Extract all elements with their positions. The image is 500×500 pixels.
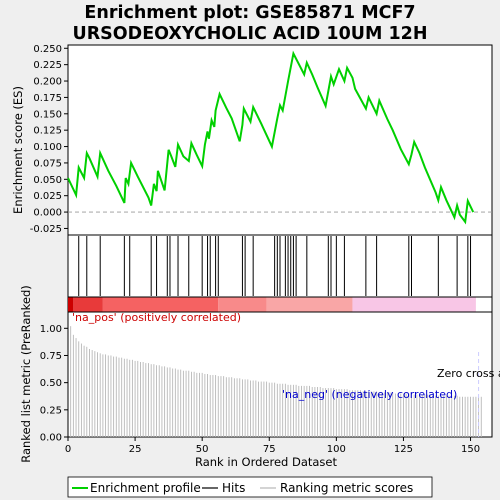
metric-y-axis-label: Ranked list metric (PreRanked) [19,285,33,463]
es-ytick-label: 0.150 [33,109,62,120]
metric-y-axis: 1.00 0.75 0.50 0.25 0.00 [40,324,68,444]
heat-segment [68,297,74,312]
es-ytick-label: 0.050 [33,175,62,186]
legend-hits-label: Hits [222,481,245,495]
es-y-axis: 0.250 0.225 0.200 0.175 0.150 0.125 0.100 0.075… [30,44,68,235]
xtick-label: 125 [394,444,413,455]
metric-ytick-label: 0.00 [40,433,62,444]
es-ytick-label: 0.125 [33,126,62,137]
legend-es-label: Enrichment profile [90,481,201,495]
x-axis-label: Rank in Ordered Dataset [195,455,338,469]
metric-ytick-label: 1.00 [40,324,62,335]
heat-segment [266,297,353,312]
xtick-label: 50 [196,444,209,455]
metric-bars [70,326,482,437]
chart-title-line1: Enrichment plot: GSE85871 MCF7 [84,3,415,23]
legend-box [67,476,433,498]
es-ytick-label: 0.250 [33,44,62,55]
xtick-label: 75 [263,444,276,455]
heat-segment [218,297,267,312]
metric-ytick-label: 0.75 [40,351,62,362]
hit-markers [78,236,472,296]
heat-segment [73,297,103,312]
es-ytick-label: 0.075 [33,158,62,169]
es-ytick-label: 0.000 [33,208,62,219]
xtick-label: 150 [461,444,480,455]
es-y-axis-label: Enrichment score (ES) [11,86,25,214]
es-profile-line [67,50,475,225]
chart-title-line2: URSODEOXYCHOLIC ACID 10UM 12H [73,24,428,44]
xtick-label: 0 [65,444,71,455]
xtick-label: 25 [129,444,142,455]
heat-segment [352,297,476,312]
x-axis: 0 25 50 75 100 125 150 [65,437,480,455]
es-ytick-label: 0.175 [33,93,62,104]
zero-cross-label: Zero cross at 153 [437,367,500,380]
es-ytick-label: 0.100 [33,142,62,153]
es-ytick-label: 0.225 [33,60,62,71]
pos-correlated-label: 'na_pos' (positively correlated) [72,311,241,324]
es-ytick-label: 0.200 [33,77,62,88]
es-ytick-label: -0.025 [30,224,62,235]
es-ytick-label: 0.025 [33,191,62,202]
heat-segment [102,297,219,312]
xtick-label: 100 [327,444,346,455]
neg-correlated-label: 'na_neg' (negatively correlated) [282,388,457,401]
legend-metric-label: Ranking metric scores [280,481,413,495]
es-panel [67,44,493,236]
metric-ytick-label: 0.25 [40,405,62,416]
rank-heat-band [68,297,476,312]
metric-ytick-label: 0.50 [40,378,62,389]
